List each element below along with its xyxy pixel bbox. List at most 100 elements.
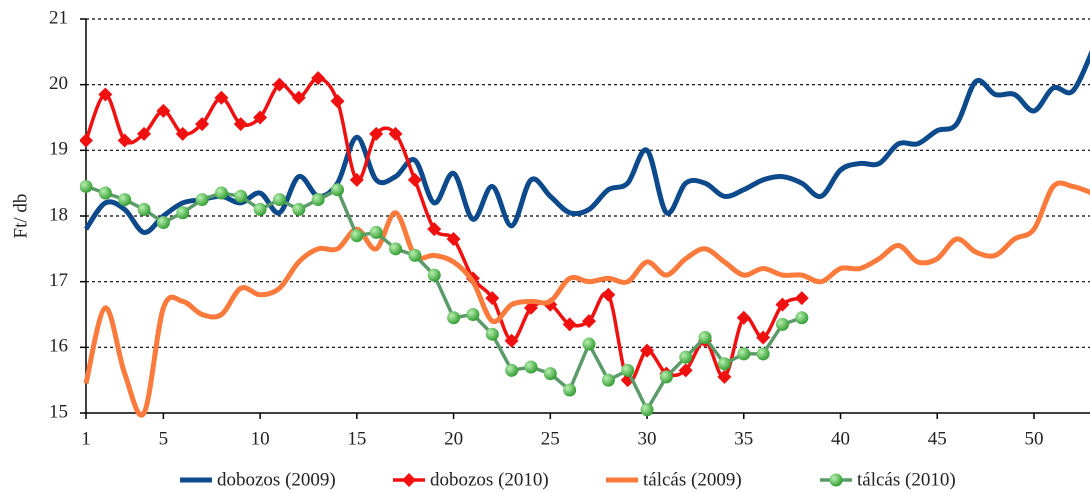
marker xyxy=(504,333,519,348)
marker xyxy=(253,202,267,216)
marker xyxy=(447,311,461,325)
series-line xyxy=(83,50,1090,235)
legend-item: tálcás (2010) xyxy=(820,469,956,490)
series-line xyxy=(83,180,1090,418)
marker xyxy=(679,350,693,364)
marker xyxy=(330,94,345,109)
marker xyxy=(485,327,499,341)
marker xyxy=(233,117,248,132)
legend-item: dobozos (2009) xyxy=(180,469,336,490)
marker xyxy=(402,473,416,487)
marker xyxy=(659,370,673,384)
marker xyxy=(524,360,538,374)
marker xyxy=(234,189,248,203)
x-tick-label: 15 xyxy=(347,428,366,449)
x-tick-label: 35 xyxy=(734,428,753,449)
x-tick-label: 45 xyxy=(928,428,947,449)
marker xyxy=(466,308,480,321)
y-tick-label: 19 xyxy=(49,139,68,160)
marker xyxy=(253,110,268,125)
marker xyxy=(175,126,190,141)
marker xyxy=(829,473,843,487)
marker xyxy=(640,343,655,358)
marker xyxy=(156,103,171,118)
marker xyxy=(756,347,770,361)
marker xyxy=(272,193,286,207)
marker xyxy=(485,291,500,306)
marker xyxy=(446,231,461,246)
marker xyxy=(427,268,441,282)
legend-label: tálcás (2010) xyxy=(857,469,956,490)
marker xyxy=(775,297,790,312)
y-tick-label: 17 xyxy=(49,270,68,291)
marker xyxy=(427,222,442,237)
legend-label: tálcás (2009) xyxy=(643,469,742,490)
marker xyxy=(543,367,557,381)
marker xyxy=(407,172,422,187)
marker xyxy=(562,317,577,332)
legend-item: dobozos (2010) xyxy=(393,469,549,490)
marker xyxy=(117,133,132,148)
y-tick-label: 15 xyxy=(49,401,68,422)
legend-label: dobozos (2009) xyxy=(217,469,336,490)
y-tick-label: 21 xyxy=(49,7,68,28)
marker xyxy=(214,90,229,105)
x-tick-label: 10 xyxy=(251,428,270,449)
y-tick-label: 16 xyxy=(49,336,68,357)
marker xyxy=(156,216,170,230)
marker xyxy=(621,363,635,377)
marker xyxy=(563,383,577,397)
marker xyxy=(272,77,287,92)
marker xyxy=(98,186,112,200)
y-tick-label: 20 xyxy=(49,73,68,94)
series-line xyxy=(85,184,803,412)
marker xyxy=(137,126,152,141)
marker xyxy=(292,202,306,216)
marker xyxy=(195,117,210,132)
marker xyxy=(408,248,422,262)
marker xyxy=(311,71,326,86)
x-tick-label: 1 xyxy=(81,428,91,449)
x-tick-label: 25 xyxy=(541,428,560,449)
legend-item: tálcás (2009) xyxy=(606,469,742,490)
marker xyxy=(736,310,751,325)
marker xyxy=(640,403,654,417)
marker xyxy=(311,193,325,207)
marker xyxy=(80,133,93,148)
marker xyxy=(176,206,190,220)
x-tick-label: 40 xyxy=(831,428,850,449)
x-tick-label: 5 xyxy=(159,428,169,449)
marker xyxy=(582,337,596,351)
marker xyxy=(137,202,151,216)
marker xyxy=(737,347,751,361)
marker xyxy=(717,369,732,384)
marker xyxy=(291,90,306,105)
x-tick-label: 20 xyxy=(444,428,463,449)
marker xyxy=(369,126,384,141)
legend-label: dobozos (2010) xyxy=(430,469,549,490)
marker xyxy=(717,357,731,371)
marker xyxy=(388,126,403,141)
marker xyxy=(214,186,228,200)
plot-area xyxy=(80,50,1090,418)
marker xyxy=(195,193,209,207)
marker xyxy=(698,330,712,344)
marker xyxy=(118,193,132,207)
series-line xyxy=(84,76,803,384)
marker xyxy=(601,287,616,302)
marker xyxy=(794,291,809,306)
x-tick-label: 30 xyxy=(638,428,657,449)
marker xyxy=(98,87,113,102)
x-tick-label: 50 xyxy=(1024,428,1043,449)
marker xyxy=(678,363,693,378)
marker xyxy=(523,300,538,315)
marker xyxy=(756,330,771,345)
marker xyxy=(389,242,403,256)
marker xyxy=(369,225,383,239)
marker xyxy=(350,229,364,243)
y-axis-label: Ft/ db xyxy=(10,194,31,239)
marker xyxy=(505,363,519,377)
marker xyxy=(80,179,93,193)
marker xyxy=(601,373,615,387)
